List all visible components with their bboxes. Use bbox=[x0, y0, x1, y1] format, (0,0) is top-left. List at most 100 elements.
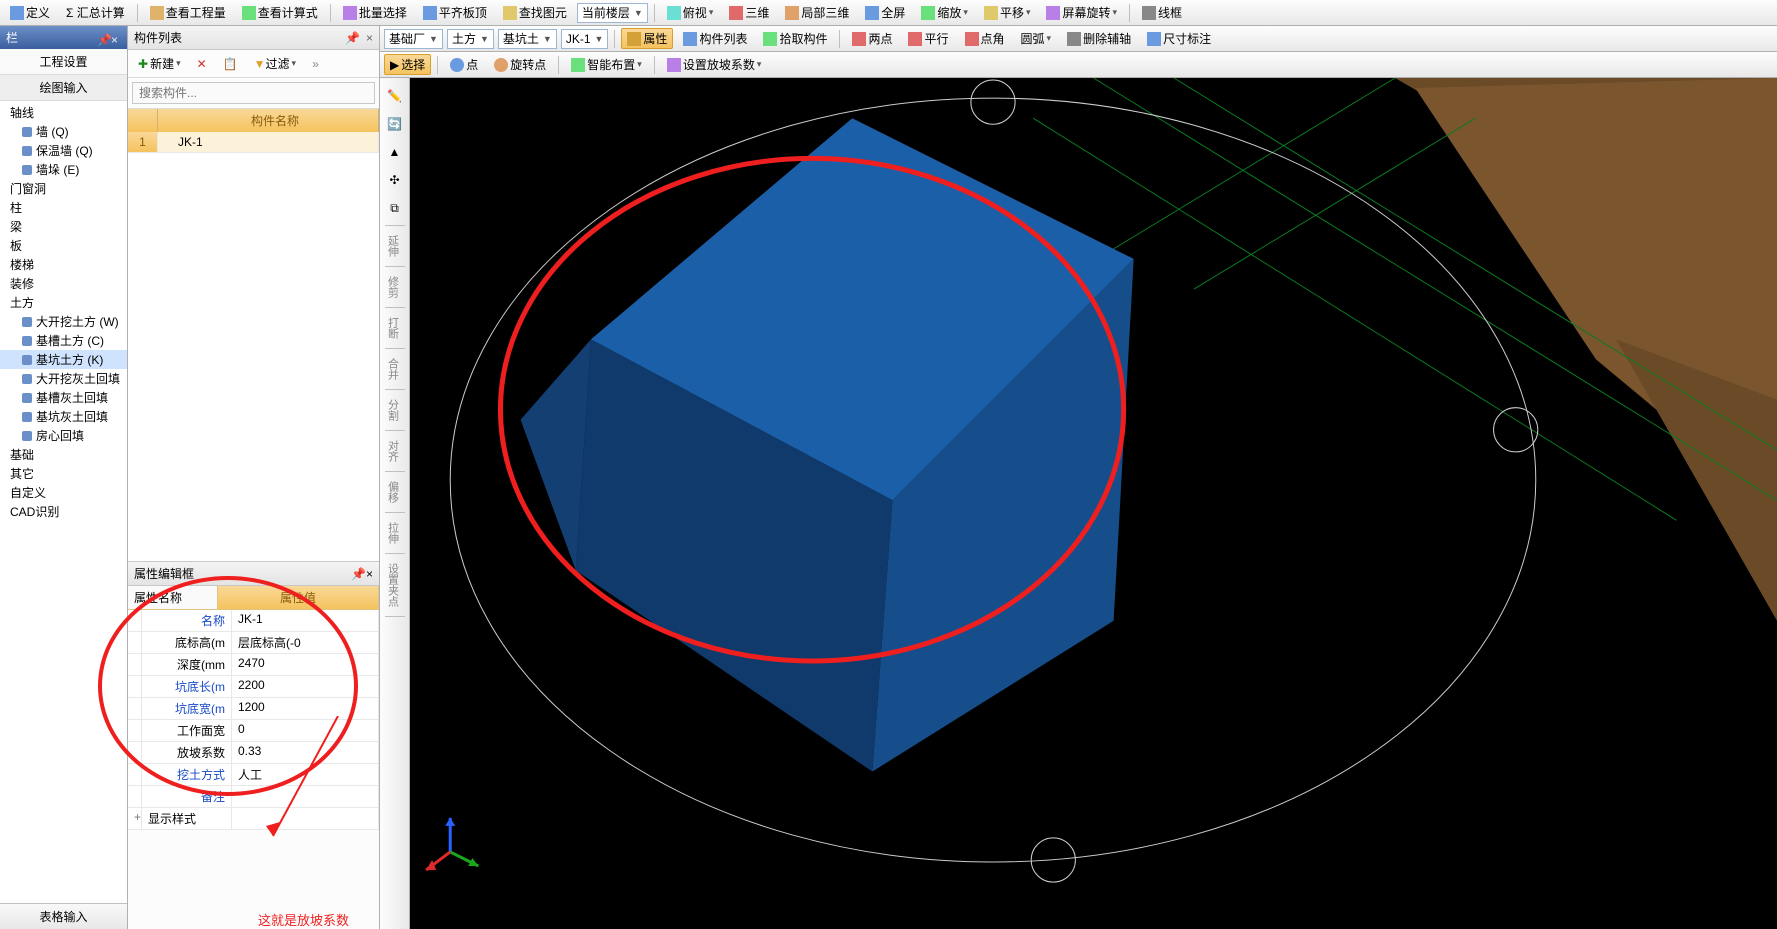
batch-select-button[interactable]: 批量选择 bbox=[337, 2, 413, 23]
overlook-button[interactable]: 俯视▾ bbox=[661, 2, 720, 23]
prop-row[interactable]: 备注 bbox=[128, 786, 379, 808]
slope-coef-button[interactable]: 设置放坡系数▾ bbox=[661, 54, 768, 75]
vtb-move-icon[interactable]: ✣ bbox=[383, 168, 407, 192]
prop-row[interactable]: 名称JK-1 bbox=[128, 610, 379, 632]
select-button[interactable]: ▶选择 bbox=[384, 54, 431, 75]
tree-item[interactable]: 基础 bbox=[0, 445, 127, 464]
vtb-text-button[interactable]: 合并 bbox=[385, 352, 401, 386]
type-combo[interactable]: 基坑土▼ bbox=[498, 29, 557, 49]
tree-item[interactable]: 轴线 bbox=[0, 103, 127, 122]
find-elem-button[interactable]: 查找图元 bbox=[497, 2, 573, 23]
rotate-screen-button[interactable]: 屏幕旋转▾ bbox=[1040, 2, 1123, 23]
prop-row[interactable]: 挖土方式人工 bbox=[128, 764, 379, 786]
dimension-button[interactable]: 尺寸标注 bbox=[1141, 28, 1217, 49]
point-angle-button[interactable]: 点角 bbox=[959, 28, 1011, 49]
tree-item[interactable]: 装修 bbox=[0, 274, 127, 293]
local-3d-button[interactable]: 局部三维 bbox=[779, 2, 855, 23]
nav-section-draw[interactable]: 绘图输入 bbox=[0, 75, 127, 101]
parallel-button[interactable]: 平行 bbox=[902, 28, 954, 49]
pin-icon[interactable]: 📌 bbox=[351, 567, 366, 581]
main-toolbar: 定义 Σ 汇总计算 查看工程量 查看计算式 批量选择 平齐板顶 查找图元 当前楼… bbox=[0, 0, 1777, 26]
smart-layout-button[interactable]: 智能布置▾ bbox=[565, 54, 648, 75]
annotation-text: 这就是放坡系数 bbox=[128, 830, 379, 929]
del-aux-button[interactable]: 删除辅轴 bbox=[1061, 28, 1137, 49]
wireframe-button[interactable]: 线框 bbox=[1136, 2, 1188, 23]
category-combo[interactable]: 基础厂▼ bbox=[384, 29, 443, 49]
prop-row[interactable]: 坑底宽(m1200 bbox=[128, 698, 379, 720]
prop-row[interactable]: 坑底长(m2200 bbox=[128, 676, 379, 698]
tree-item[interactable]: 基槽土方 (C) bbox=[0, 331, 127, 350]
tree-item[interactable]: 自定义 bbox=[0, 483, 127, 502]
property-button[interactable]: 属性 bbox=[621, 28, 673, 49]
tree-item[interactable]: 门窗洞 bbox=[0, 179, 127, 198]
component-row[interactable]: 1 JK-1 bbox=[128, 132, 379, 153]
new-component-button[interactable]: ✚新建▾ bbox=[132, 53, 187, 74]
tree-item[interactable]: 楼梯 bbox=[0, 255, 127, 274]
point-button[interactable]: 点 bbox=[444, 54, 484, 75]
delete-icon[interactable]: ✕ bbox=[191, 55, 213, 73]
tree-item[interactable]: 墙 (Q) bbox=[0, 122, 127, 141]
nav-section-settings[interactable]: 工程设置 bbox=[0, 49, 127, 75]
subcat-combo[interactable]: 土方▼ bbox=[447, 29, 494, 49]
view-formula-button[interactable]: 查看计算式 bbox=[236, 2, 324, 23]
tree-item[interactable]: 保温墙 (Q) bbox=[0, 141, 127, 160]
prop-row[interactable]: 底标高(m层底标高(-0 bbox=[128, 632, 379, 654]
sum-calc-button[interactable]: Σ 汇总计算 bbox=[60, 2, 131, 23]
tree-item[interactable]: 大开挖灰土回填 bbox=[0, 369, 127, 388]
define-button[interactable]: 定义 bbox=[4, 2, 56, 23]
prop-row[interactable]: 深度(mm2470 bbox=[128, 654, 379, 676]
tree-item[interactable]: 其它 bbox=[0, 464, 127, 483]
copy-icon[interactable]: 📋 bbox=[217, 55, 244, 73]
prop-row[interactable]: 放坡系数0.33 bbox=[128, 742, 379, 764]
tree-item[interactable]: 梁 bbox=[0, 217, 127, 236]
view-qty-button[interactable]: 查看工程量 bbox=[144, 2, 232, 23]
arc-button[interactable]: 圆弧▾ bbox=[1015, 28, 1058, 49]
vtb-rotate-icon[interactable]: 🔄 bbox=[383, 112, 407, 136]
pin-icon[interactable]: 📌 bbox=[345, 31, 360, 45]
comp-list-button[interactable]: 构件列表 bbox=[677, 28, 753, 49]
prop-header-name: 属性名称 bbox=[128, 586, 218, 610]
vtb-text-button[interactable]: 分割 bbox=[385, 393, 401, 427]
tree-item[interactable]: 基槽灰土回填 bbox=[0, 388, 127, 407]
zoom-button[interactable]: 缩放▾ bbox=[915, 2, 974, 23]
tree-item[interactable]: 基坑土方 (K) bbox=[0, 350, 127, 369]
search-input[interactable] bbox=[132, 82, 375, 104]
vtb-text-button[interactable]: 拉伸 bbox=[385, 516, 401, 550]
fullscreen-button[interactable]: 全屏 bbox=[859, 2, 911, 23]
filter-button[interactable]: ▼过滤▾ bbox=[248, 53, 302, 74]
tree-item[interactable]: 柱 bbox=[0, 198, 127, 217]
close-icon[interactable]: × bbox=[366, 31, 373, 45]
tree-item[interactable]: 房心回填 bbox=[0, 426, 127, 445]
close-icon[interactable]: × bbox=[366, 567, 373, 581]
pin-icon[interactable]: 📌 bbox=[97, 33, 107, 43]
vtb-text-button[interactable]: 延伸 bbox=[385, 229, 401, 263]
vtb-mirror-icon[interactable]: ▲ bbox=[383, 140, 407, 164]
prop-row-expand[interactable]: + 显示样式 bbox=[128, 808, 379, 830]
vtb-copy-icon[interactable]: ⧉ bbox=[383, 196, 407, 220]
tree-item[interactable]: 板 bbox=[0, 236, 127, 255]
tree-item[interactable]: 墙垛 (E) bbox=[0, 160, 127, 179]
component-combo[interactable]: JK-1▼ bbox=[561, 29, 609, 49]
prop-row[interactable]: 工作面宽0 bbox=[128, 720, 379, 742]
vtb-text-button[interactable]: 偏移 bbox=[385, 475, 401, 509]
3d-button[interactable]: 三维 bbox=[723, 2, 775, 23]
table-input-tab[interactable]: 表格输入 bbox=[0, 903, 127, 929]
3d-viewport[interactable] bbox=[410, 78, 1777, 929]
tree-item[interactable]: 大开挖土方 (W) bbox=[0, 312, 127, 331]
rotate-point-button[interactable]: 旋转点 bbox=[488, 54, 552, 75]
vtb-text-button[interactable]: 设置夹点 bbox=[385, 557, 401, 613]
expand-icon[interactable]: » bbox=[306, 55, 325, 73]
floor-combo[interactable]: 当前楼层▼ bbox=[577, 3, 648, 23]
vtb-text-button[interactable]: 打断 bbox=[385, 311, 401, 345]
tree-item[interactable]: CAD识别 bbox=[0, 502, 127, 521]
close-icon[interactable]: × bbox=[111, 33, 121, 43]
vtb-text-button[interactable]: 修剪 bbox=[385, 270, 401, 304]
pan-button[interactable]: 平移▾ bbox=[978, 2, 1037, 23]
level-slab-button[interactable]: 平齐板顶 bbox=[417, 2, 493, 23]
tree-item[interactable]: 基坑灰土回填 bbox=[0, 407, 127, 426]
two-points-button[interactable]: 两点 bbox=[846, 28, 898, 49]
vtb-text-button[interactable]: 对齐 bbox=[385, 434, 401, 468]
vtb-pencil-icon[interactable]: ✏️ bbox=[383, 84, 407, 108]
pick-comp-button[interactable]: 拾取构件 bbox=[757, 28, 833, 49]
tree-item[interactable]: 土方 bbox=[0, 293, 127, 312]
